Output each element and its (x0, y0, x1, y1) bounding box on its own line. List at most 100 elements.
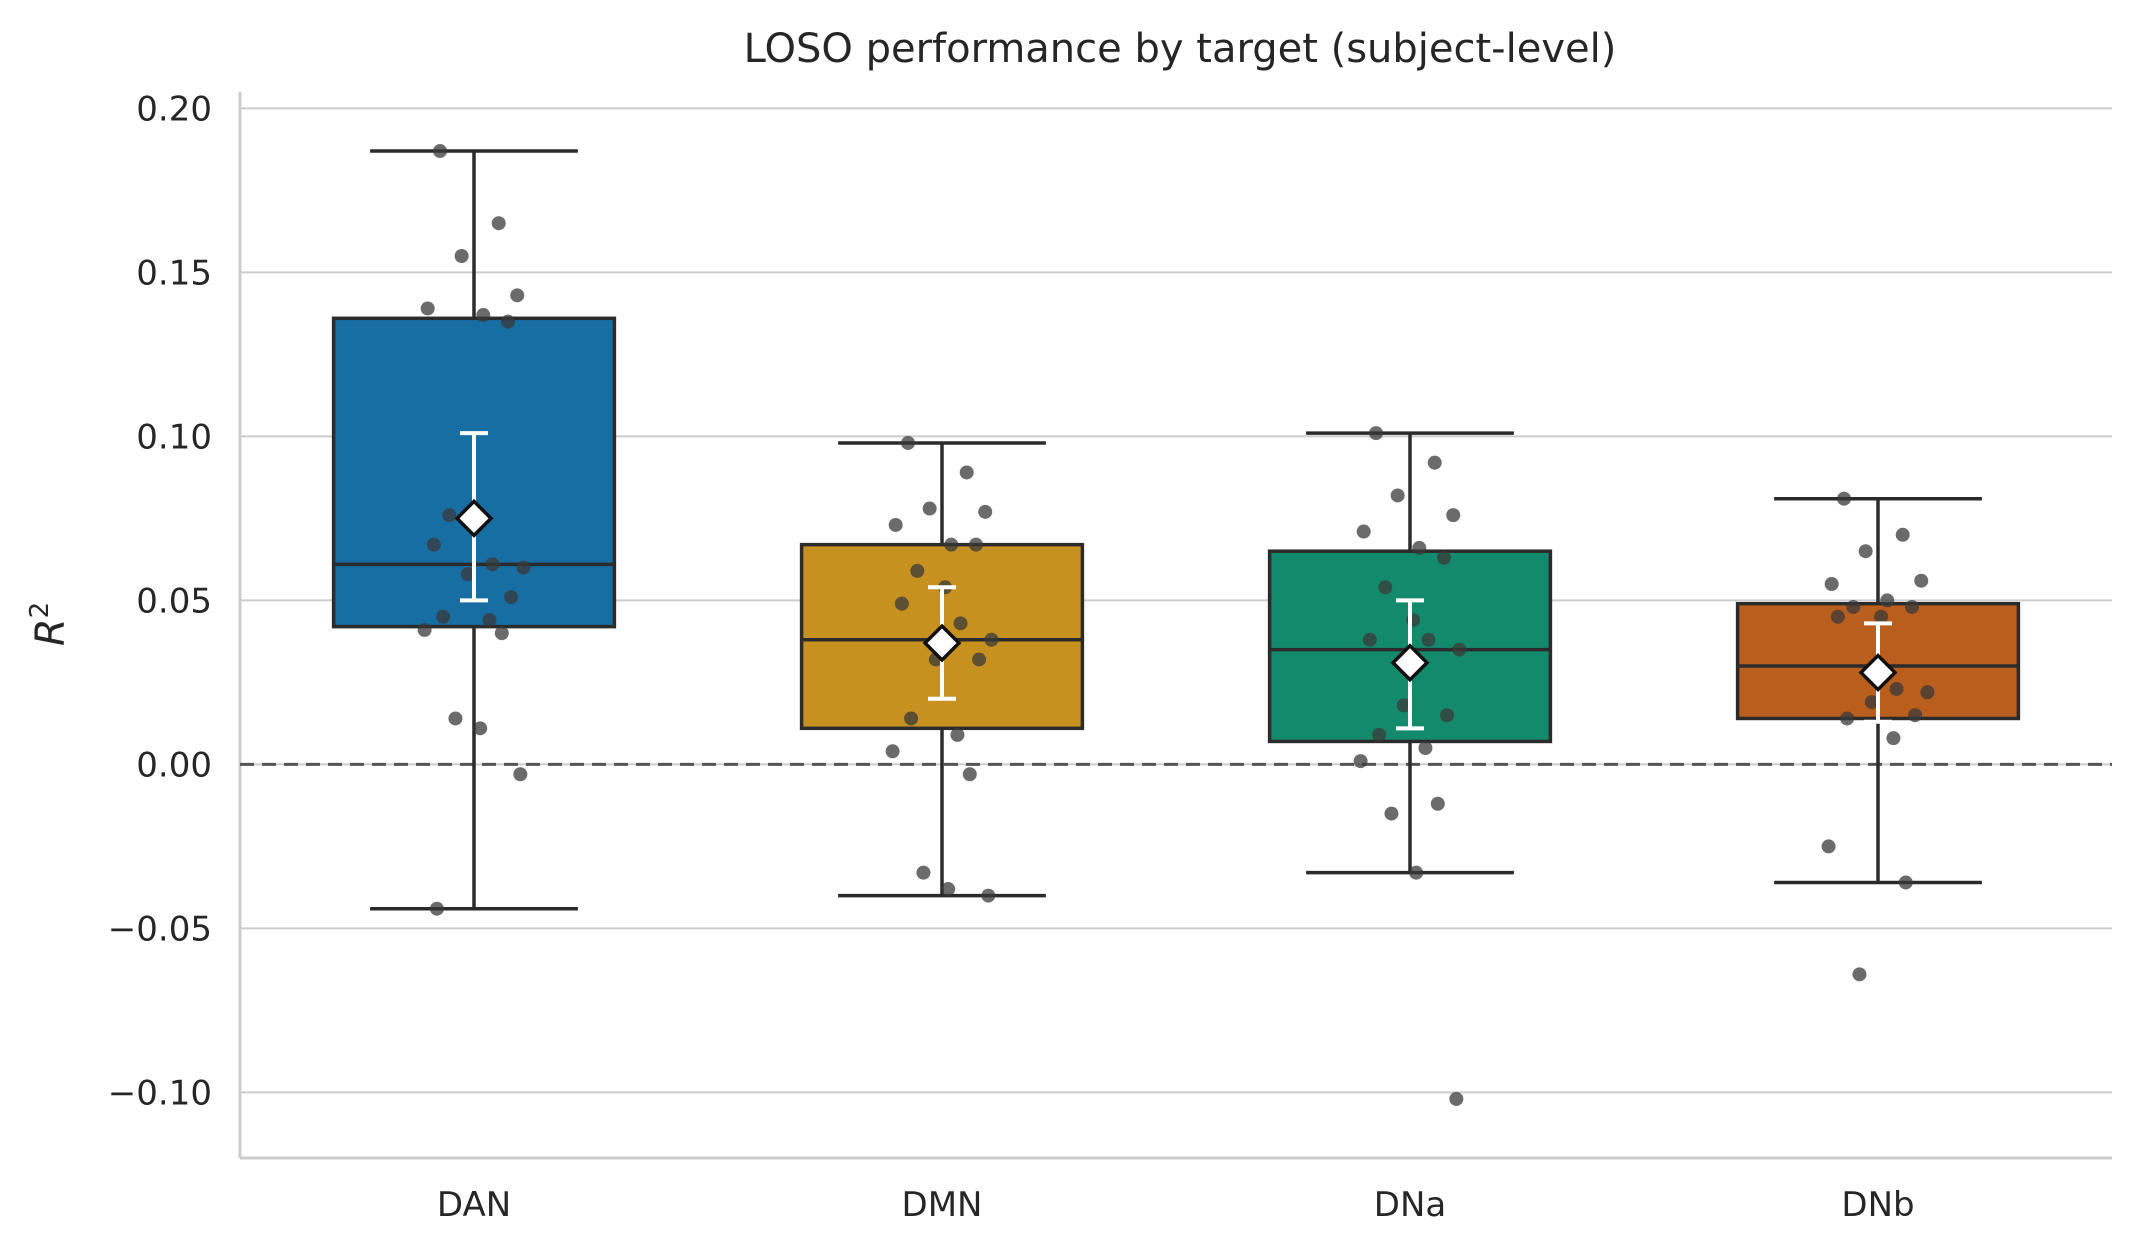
data-point (901, 435, 916, 450)
point-layer (417, 144, 1935, 1106)
y-axis-label-superscript: 2 (25, 602, 55, 619)
x-tick-label: DNb (1841, 1185, 1914, 1225)
data-point (513, 767, 528, 782)
data-point (1369, 426, 1384, 441)
data-point (962, 767, 977, 782)
data-point (1920, 685, 1935, 700)
data-point (516, 560, 531, 575)
data-point (944, 537, 959, 552)
data-point (1396, 698, 1411, 713)
data-point (1895, 527, 1910, 542)
data-point (1904, 599, 1919, 614)
data-point (1864, 695, 1879, 710)
data-point (1914, 573, 1929, 588)
data-point (904, 711, 919, 726)
data-point (1874, 609, 1889, 624)
data-point (494, 626, 509, 641)
box-layer (331, 149, 2021, 911)
axis-layer (238, 92, 2112, 1160)
data-point (1840, 711, 1855, 726)
data-point (426, 537, 441, 552)
data-point (1421, 632, 1436, 647)
data-point (950, 727, 965, 742)
data-point (968, 537, 983, 552)
x-tick-label: DMN (902, 1185, 983, 1225)
data-point (510, 288, 525, 303)
data-point (916, 865, 931, 880)
data-point (978, 504, 993, 519)
data-point (894, 596, 909, 611)
data-point (941, 882, 956, 897)
data-point (448, 711, 463, 726)
data-point (1449, 1091, 1464, 1106)
mean-layer (454, 431, 1898, 731)
data-point (885, 744, 900, 759)
mean-marker (922, 623, 962, 663)
data-point (485, 557, 500, 572)
y-tick-label: −0.10 (108, 1073, 212, 1113)
data-point (417, 622, 432, 637)
data-point (476, 308, 491, 323)
y-tick-label: 0.00 (136, 745, 212, 785)
data-point (1898, 875, 1913, 890)
data-point (1372, 727, 1387, 742)
data-point (1390, 488, 1405, 503)
mean-marker (1858, 653, 1898, 693)
data-point (1427, 455, 1442, 470)
data-point (420, 301, 435, 316)
data-point (1378, 580, 1393, 595)
data-point (1908, 708, 1923, 723)
data-point (1852, 967, 1867, 982)
data-point (1356, 524, 1371, 539)
data-point (1889, 681, 1904, 696)
data-point (482, 613, 497, 628)
y-tick-label: −0.05 (108, 909, 212, 949)
y-axis-label-base: R (28, 618, 74, 646)
data-point (1886, 731, 1901, 746)
data-point (959, 465, 974, 480)
tick-layer: −0.10 −0.05 0.00 0.05 0.10 0.15 0.20 DAN DMN DNa D… (108, 89, 1915, 1225)
data-point (1418, 741, 1433, 755)
data-point (1858, 544, 1873, 559)
data-point (454, 249, 469, 263)
data-point (1384, 806, 1399, 821)
data-point (442, 508, 457, 523)
data-point (460, 567, 475, 582)
data-point (1880, 593, 1895, 608)
data-point (1846, 599, 1861, 614)
data-point (1830, 609, 1845, 624)
data-point (984, 632, 999, 647)
data-point (1436, 550, 1451, 565)
data-point (504, 590, 519, 605)
data-point (953, 616, 968, 631)
data-point (436, 609, 451, 624)
mean-marker (454, 498, 494, 538)
chart-title: LOSO performance by target (subject-leve… (744, 26, 1617, 72)
mean-marker (1390, 643, 1430, 683)
y-tick-label: 0.10 (136, 417, 212, 457)
data-point (491, 216, 506, 231)
x-tick-label: DAN (437, 1185, 511, 1225)
data-point (922, 501, 937, 516)
data-point (981, 888, 996, 903)
data-point (1353, 754, 1368, 769)
data-point (1409, 865, 1424, 880)
data-point (1440, 708, 1455, 723)
y-tick-label: 0.05 (136, 581, 212, 621)
data-point (1452, 642, 1467, 657)
data-point (1362, 632, 1377, 647)
y-tick-label: 0.20 (136, 89, 212, 129)
data-point (473, 721, 488, 736)
data-point (1430, 796, 1445, 811)
x-tick-label: DNa (1374, 1185, 1446, 1225)
data-point (1412, 540, 1427, 555)
y-tick-label: 0.15 (136, 253, 212, 293)
data-point (972, 652, 987, 667)
data-point (1837, 491, 1852, 506)
data-point (888, 517, 903, 532)
data-point (500, 314, 515, 329)
data-point (1446, 508, 1461, 523)
data-point (1821, 839, 1836, 854)
